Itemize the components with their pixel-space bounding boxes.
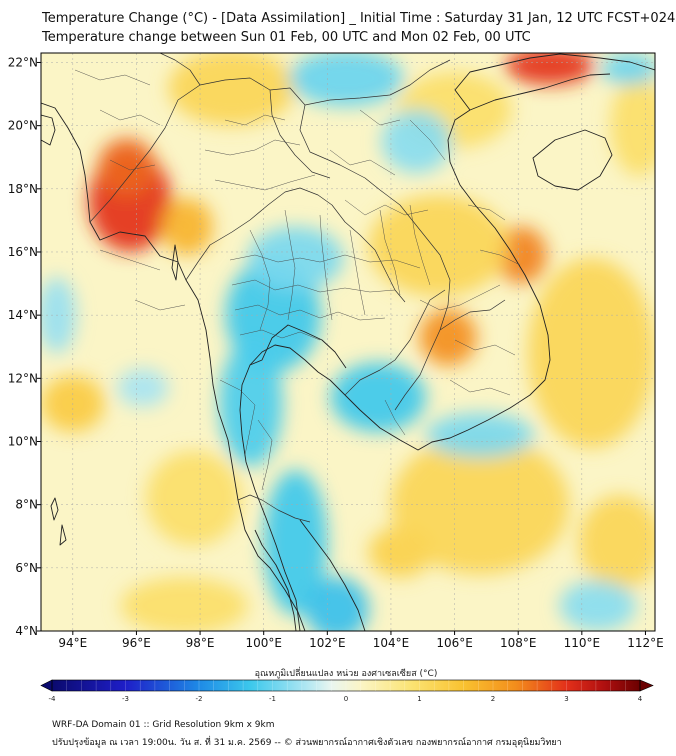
temperature-anomaly-blob [161, 198, 213, 256]
longitude-tick-label: 94°E [58, 636, 87, 650]
temperature-anomaly-blob [600, 53, 655, 85]
latitude-tick-label: 18°N [8, 182, 38, 196]
temperature-anomaly-blob [263, 469, 328, 616]
footer-update-info: ปรับปรุงข้อมูล ณ เวลา 19:00น. วัน ส. ที่… [52, 738, 562, 748]
longitude-tick-label: 112°E [627, 636, 664, 650]
longitude-tick-label: 96°E [122, 636, 151, 650]
latitude-tick-label: 22°N [8, 55, 38, 69]
temperature-anomaly-blob [219, 340, 283, 467]
temperature-anomaly-blob [120, 577, 248, 631]
footer-model-info: WRF-DA Domain 01 :: Grid Resolution 9km … [52, 720, 275, 730]
colorbar-gradient [52, 680, 640, 691]
latitude-tick-label: 8°N [15, 498, 38, 512]
temperature-anomaly-blob [381, 109, 452, 173]
longitude-tick-label: 100°E [245, 636, 282, 650]
map-subtitle: Temperature change between Sun 01 Feb, 0… [42, 30, 531, 45]
temperature-anomaly-blob [98, 138, 156, 196]
map-title: Temperature Change (°C) - [Data Assimila… [42, 11, 676, 26]
coastlines-and-borders [41, 53, 655, 631]
plot-frame [40, 52, 656, 632]
latitude-tick-label: 16°N [8, 245, 38, 259]
temperature-anomaly-blob [610, 75, 655, 177]
temperature-anomaly-blob [559, 580, 636, 631]
colorbar-tick-label: 3 [564, 695, 568, 703]
temperature-anomaly-blob [305, 577, 369, 631]
colorbar-frame [51, 679, 641, 692]
temperature-anomaly-blob [41, 277, 76, 354]
gridlines [41, 53, 655, 631]
colorbar-tick-label: 2 [491, 695, 495, 703]
temperature-anomaly-blob [505, 53, 595, 85]
latitude-tick-label: 10°N [8, 434, 38, 448]
latitude-tick-label: 4°N [15, 624, 38, 638]
colorbar-tick-label: -3 [122, 695, 129, 703]
colorbar-label: อุณหภูมิเปลี่ยนแปลง หน่วย องศาเซลเซียส (… [255, 666, 438, 679]
colorbar-tick-label: 1 [417, 695, 421, 703]
colorbar-tick-label: -4 [49, 695, 57, 703]
colorbar-tick-label: -2 [196, 695, 203, 703]
longitude-tick-label: 110°E [564, 636, 601, 650]
colorbar-tick-label: 4 [638, 695, 643, 703]
temperature-anomaly-blob [247, 226, 344, 290]
latitude-tick-label: 6°N [15, 561, 38, 575]
temperature-anomaly-blob [390, 435, 570, 575]
temperature-anomaly-blob [168, 53, 296, 126]
temperature-anomaly-blob [289, 53, 404, 107]
temperature-field [41, 53, 655, 631]
temperature-anomaly-blob [578, 495, 655, 590]
latitude-tick-label: 20°N [8, 119, 38, 133]
colorbar-min-extension [40, 679, 53, 692]
longitude-tick-label: 106°E [436, 636, 473, 650]
colorbar: อุณหภูมิเปลี่ยนแปลง หน่วย องศาเซลเซียส (… [40, 666, 654, 703]
temperature-anomaly-blob [527, 258, 655, 448]
temperature-anomaly-blob [330, 362, 426, 432]
temperature-anomaly-blob [495, 226, 547, 284]
longitude-tick-label: 102°E [309, 636, 346, 650]
colorbar-max-extension [639, 679, 654, 692]
longitude-tick-label: 98°E [186, 636, 215, 650]
temperature-anomaly-blob [368, 195, 509, 297]
temperature-anomaly-blob [419, 308, 477, 366]
longitude-tick-label: 108°E [500, 636, 537, 650]
latitude-tick-label: 12°N [8, 371, 38, 385]
temperature-anomaly-blob [425, 413, 535, 458]
latitude-tick-label: 14°N [8, 308, 38, 322]
axes: 94°E 96°E 98°E 100°E 102°E 104°E 106°E 108°E 110… [8, 55, 664, 650]
colorbar-tick-label: -1 [269, 695, 276, 703]
plot-area [41, 53, 655, 631]
colorbar-tick-label: 0 [344, 695, 348, 703]
temperature-anomaly-blob [146, 450, 242, 546]
temperature-anomaly-blob [117, 368, 169, 407]
longitude-tick-label: 104°E [373, 636, 410, 650]
